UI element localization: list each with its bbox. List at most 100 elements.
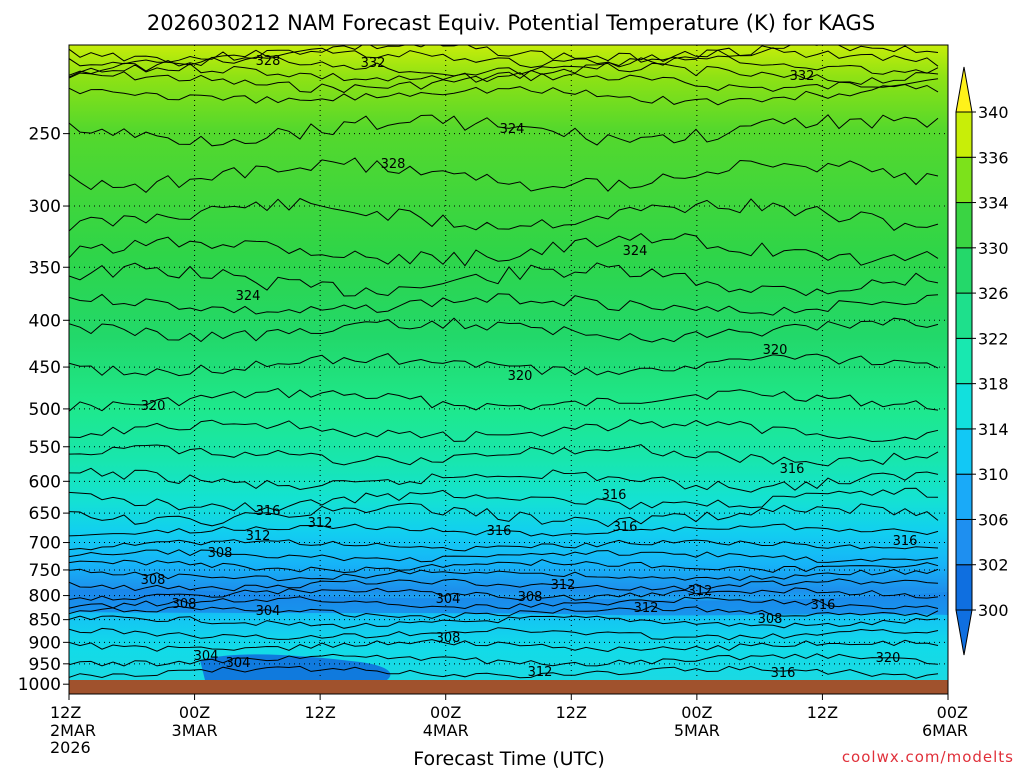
colorbar-swatch xyxy=(955,518,973,566)
x-tick-sublabel: 5MAR xyxy=(674,721,720,740)
y-tick-label: 250 xyxy=(29,125,61,145)
y-tick-label: 950 xyxy=(29,655,61,675)
y-tick-label: 300 xyxy=(29,197,61,217)
contour-label: 320 xyxy=(876,651,901,666)
contour-label: 308 xyxy=(141,573,166,588)
contour-line xyxy=(69,419,939,443)
grid-lines xyxy=(69,45,948,694)
plot-frame xyxy=(68,44,949,695)
contour-line xyxy=(69,568,939,582)
contour-line xyxy=(69,317,939,343)
colorbar-label: 300 xyxy=(978,601,1009,620)
contour-line xyxy=(69,157,939,193)
contour-label: 308 xyxy=(208,546,233,561)
contour-label: 316 xyxy=(256,504,281,519)
colorbar-swatch xyxy=(955,247,973,294)
y-tick-label: 600 xyxy=(29,472,61,492)
credit-text: coolwx.com/modelts xyxy=(842,748,1014,766)
x-tick-sublabel: 3MAR xyxy=(172,721,218,740)
contour-label: 312 xyxy=(246,529,271,544)
colorbar-swatch xyxy=(955,292,973,339)
contour-label: 308 xyxy=(436,631,461,646)
colorbar-label: 336 xyxy=(978,148,1009,167)
colorbar-swatch xyxy=(955,473,973,520)
contour-label: 312 xyxy=(688,584,713,599)
contour-line xyxy=(69,47,939,69)
contour-label: 312 xyxy=(634,601,659,616)
cold-pool-band xyxy=(69,588,948,616)
colorbar-label: 306 xyxy=(978,510,1009,529)
chart-title: 2026030212 NAM Forecast Equiv. Potential… xyxy=(147,11,875,35)
colorbar-swatch xyxy=(955,383,973,430)
contour-label: 324 xyxy=(500,122,525,137)
x-axis-label: Forecast Time (UTC) xyxy=(413,748,604,768)
contour-label: 316 xyxy=(771,666,796,681)
colorbar-label: 314 xyxy=(978,420,1009,439)
colorbar-swatch xyxy=(955,202,973,249)
y-tick-label: 400 xyxy=(29,311,61,331)
colorbar-swatch xyxy=(955,428,973,475)
contour-line xyxy=(69,353,939,377)
contour-line xyxy=(69,502,939,528)
colorbar-swatch xyxy=(955,156,973,204)
contour-line xyxy=(69,55,939,77)
contour-line xyxy=(69,539,939,552)
y-axis-pressure: 2503003504004505005506006507007508008509… xyxy=(18,125,69,695)
contour-line xyxy=(69,467,939,493)
contour-label: 328 xyxy=(381,157,406,172)
y-tick-label: 850 xyxy=(29,611,61,631)
contour-label: 304 xyxy=(194,649,219,664)
x-tick-label: 00Z xyxy=(937,703,968,722)
x-tick-sublabel: 6MAR xyxy=(922,721,968,740)
y-tick-label: 800 xyxy=(29,587,61,607)
contour-labels: 332 332 328 328 324 324 324 320 320 320 316 316 316 3… xyxy=(141,54,918,681)
contour-label: 312 xyxy=(528,665,553,680)
x-tick-label: 12Z xyxy=(304,703,335,722)
contour-label: 304 xyxy=(226,656,251,671)
contour-label: 332 xyxy=(790,69,815,84)
x-tick-sublabel: 2026 xyxy=(50,738,91,757)
contour-label: 312 xyxy=(308,516,333,531)
colorbar-swatch xyxy=(955,337,973,385)
contour-line xyxy=(69,587,939,601)
contour-label: 316 xyxy=(487,524,512,539)
contour-label: 316 xyxy=(893,534,918,549)
colorbar-label: 326 xyxy=(978,284,1009,303)
ground-surface xyxy=(69,680,948,694)
contour-line xyxy=(69,549,939,563)
contour-label: 316 xyxy=(811,598,836,613)
contour-line xyxy=(69,387,939,412)
contour-line xyxy=(69,197,939,232)
colorbar-label: 318 xyxy=(978,375,1009,394)
colorbar: 300 302 306 310 314 318 322 326 330 334 336 340 xyxy=(955,66,1009,656)
colorbar-top-arrow xyxy=(955,66,973,113)
contour-label: 320 xyxy=(141,399,166,414)
contour-label: 328 xyxy=(256,54,281,69)
contour-label: 316 xyxy=(602,488,627,503)
x-tick-label: 12Z xyxy=(807,703,838,722)
colorbar-swatch xyxy=(955,564,973,611)
contour-line xyxy=(69,578,939,592)
contour-line xyxy=(69,605,939,619)
contour-line xyxy=(69,559,939,574)
contour-lines xyxy=(69,45,939,679)
contour-label: 308 xyxy=(758,612,783,627)
contour-line xyxy=(69,596,939,610)
contour-label: 304 xyxy=(256,604,281,619)
contour-label: 308 xyxy=(172,597,197,612)
colorbar-label: 334 xyxy=(978,194,1009,213)
colorbar-label: 310 xyxy=(978,465,1009,484)
contour-line xyxy=(69,627,939,641)
contour-line xyxy=(69,83,939,106)
contour-label: 324 xyxy=(623,244,648,259)
contour-line xyxy=(69,653,939,667)
contour-label: 316 xyxy=(780,462,805,477)
y-tick-label: 700 xyxy=(29,534,61,554)
y-tick-label: 350 xyxy=(29,258,61,278)
x-tick-label: 00Z xyxy=(179,703,210,722)
x-tick-label: 12Z xyxy=(50,703,81,722)
x-tick-label: 00Z xyxy=(430,703,461,722)
colorbar-bottom-arrow xyxy=(955,609,973,656)
